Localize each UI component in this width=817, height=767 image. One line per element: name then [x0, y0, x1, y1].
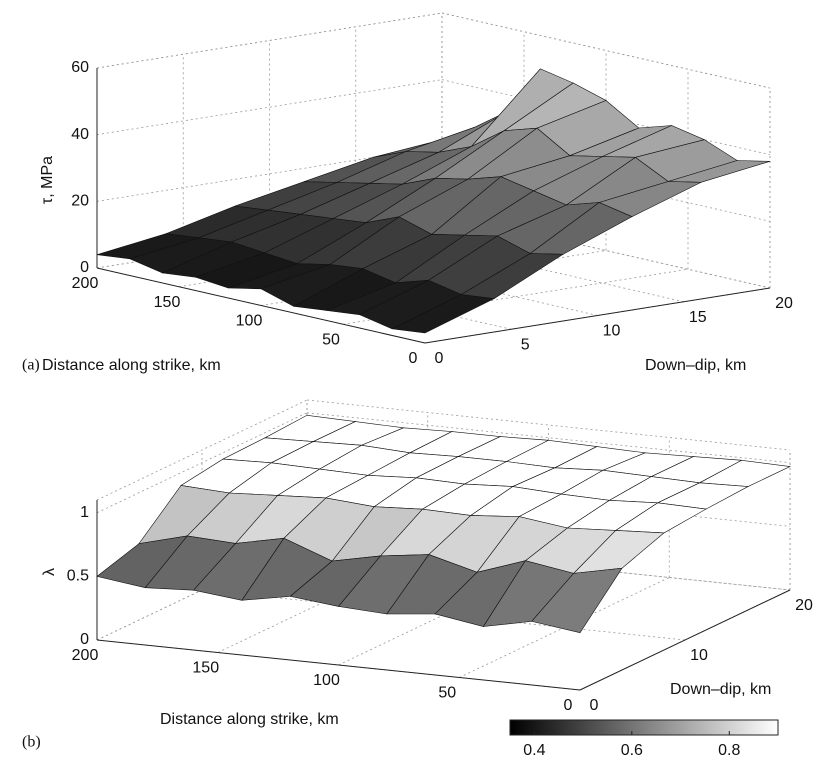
z-tick-label: 1 [80, 504, 89, 521]
x-axis-label: Distance along strike, km [160, 711, 339, 728]
y-tick-label: 15 [689, 309, 707, 326]
y-axis [424, 287, 771, 344]
grid-line [441, 79, 771, 156]
surface [96, 68, 771, 334]
z-tick-label: 0.5 [67, 568, 89, 585]
grid-line [96, 412, 308, 514]
z-tick-label: 40 [71, 126, 89, 143]
z-tick-label: 20 [71, 193, 89, 210]
x-tick-label: 200 [72, 275, 99, 292]
y-tick-label: 5 [521, 336, 530, 353]
grid-line [201, 589, 686, 641]
x-axis [96, 267, 426, 344]
y-axis-label: Down–dip, km [670, 681, 771, 698]
colorbar [509, 719, 779, 736]
y-axis [579, 589, 791, 691]
grid-line [441, 12, 771, 89]
y-tick-label: 20 [795, 597, 813, 614]
surface-patch [531, 567, 623, 634]
grid-line [306, 539, 791, 591]
x-tick-label: 150 [192, 660, 219, 677]
z-tick-label: 0 [80, 631, 89, 648]
z-axis-label: τ, MPa [39, 156, 56, 204]
y-tick-label: 20 [775, 295, 793, 312]
x-tick-label: 150 [154, 294, 181, 311]
x-tick-label: 0 [409, 350, 418, 367]
z-tick-label: 60 [71, 59, 89, 76]
box-edge [96, 399, 308, 501]
box-edge [306, 399, 791, 451]
grid-line [96, 79, 443, 136]
colorbar-tick-label: 0.6 [621, 742, 643, 759]
panel-label: (b) [22, 734, 41, 751]
y-tick-label: 10 [690, 647, 708, 664]
grid-line [306, 412, 791, 464]
y-tick-label: 0 [435, 350, 444, 367]
surface [96, 414, 792, 634]
y-axis-label: Down–dip, km [645, 357, 746, 374]
x-tick-label: 200 [72, 647, 99, 664]
x-tick-label: 50 [438, 685, 456, 702]
x-tick-label: 50 [322, 331, 340, 348]
x-tick-label: 100 [313, 672, 340, 689]
y-tick-label: 10 [603, 323, 621, 340]
surface-patch [391, 294, 496, 334]
x-axis [96, 639, 581, 691]
colorbar-tick-label: 0.8 [718, 742, 740, 759]
grid-line [342, 268, 689, 325]
x-tick-label: 0 [564, 697, 573, 714]
x-tick-label: 100 [236, 313, 263, 330]
colorbar-tick-label: 0.4 [523, 742, 545, 759]
z-axis-label: λ [41, 568, 58, 576]
z-tick-label: 0 [80, 259, 89, 276]
x-axis-label: Distance along strike, km [42, 357, 221, 374]
y-tick-label: 0 [590, 697, 599, 714]
panel-label: (a) [22, 357, 40, 374]
grid-line [96, 12, 443, 69]
